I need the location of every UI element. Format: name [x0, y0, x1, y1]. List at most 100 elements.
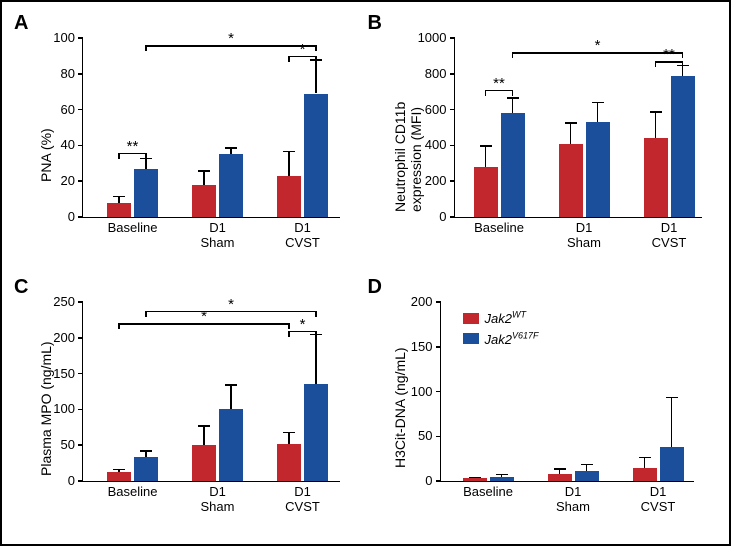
panel-b-plot: 02004006008001000BaselineD1ShamD1CVST***…	[454, 38, 702, 218]
bar-v617f	[304, 94, 328, 218]
ytick-mark	[436, 480, 441, 482]
ytick-mark	[450, 216, 455, 218]
x-category-label: Baseline	[97, 221, 168, 236]
sig-drop	[145, 153, 147, 159]
bar-wt	[192, 185, 216, 217]
ytick-label: 200	[393, 294, 433, 309]
x-category-label: D1CVST	[267, 221, 338, 251]
errorbar	[570, 122, 572, 143]
bar-v617f	[501, 113, 525, 217]
ytick-mark	[78, 73, 83, 75]
errorcap	[283, 151, 295, 153]
panel-d-label: D	[368, 276, 382, 299]
ytick-label: 40	[35, 137, 75, 152]
errorcap	[554, 468, 566, 470]
errorcap	[198, 425, 210, 427]
ytick-mark	[78, 180, 83, 182]
bar-wt	[463, 478, 487, 481]
ytick-mark	[450, 37, 455, 39]
panel-d: D H3Cit-DNA (ng/mL) 050100150200Baseline…	[368, 276, 718, 532]
errorcap	[198, 170, 210, 172]
ytick-mark	[78, 301, 83, 303]
errorbar	[203, 425, 205, 445]
errorcap	[113, 196, 125, 198]
bar-v617f	[660, 447, 684, 481]
sig-star: *	[219, 297, 243, 312]
ytick-mark	[450, 180, 455, 182]
ytick-mark	[78, 145, 83, 147]
panel-a-plot: 020406080100BaselineD1ShamD1CVST****	[82, 38, 340, 218]
x-category-label: D1CVST	[623, 485, 694, 515]
ytick-mark	[436, 301, 441, 303]
ytick-mark	[78, 373, 83, 375]
legend-swatch-v617f	[463, 333, 479, 344]
panel-a: A PNA (%) 020406080100BaselineD1ShamD1CV…	[14, 12, 364, 268]
x-category-label: D1CVST	[267, 485, 338, 515]
errorcap	[283, 432, 295, 434]
errorcap	[140, 450, 152, 452]
ytick-label: 0	[35, 473, 75, 488]
ytick-mark	[450, 145, 455, 147]
sig-drop	[315, 311, 317, 317]
errorbar	[288, 151, 290, 176]
errorbar	[315, 59, 317, 93]
bar-v617f	[575, 471, 599, 481]
ytick-label: 400	[407, 137, 447, 152]
sig-drop	[682, 52, 684, 58]
bar-v617f	[219, 154, 243, 217]
legend: Jak2WT Jak2V617F	[463, 310, 539, 351]
ytick-mark	[78, 337, 83, 339]
bar-wt	[559, 144, 583, 217]
panel-c: C Plasma MPO (ng/mL) 050100150200250Base…	[14, 276, 364, 532]
errorbar	[512, 97, 514, 113]
errorcap	[581, 464, 593, 466]
errorcap	[666, 397, 678, 399]
bar-wt	[107, 203, 131, 217]
ytick-label: 150	[35, 366, 75, 381]
errorbar	[230, 384, 232, 409]
errorcap	[225, 147, 237, 149]
sig-star: *	[291, 42, 315, 57]
x-category-label: D1Sham	[182, 221, 253, 251]
legend-label-v617f: Jak2V617F	[485, 330, 539, 346]
ytick-label: 250	[35, 294, 75, 309]
ytick-label: 80	[35, 66, 75, 81]
ytick-mark	[78, 409, 83, 411]
x-category-label: Baseline	[464, 221, 535, 236]
bar-wt	[192, 445, 216, 481]
bar-v617f	[586, 122, 610, 217]
panel-b-ylabel: Neutrophil CD11bexpression (MFI)	[392, 102, 424, 212]
sig-drop	[145, 311, 147, 317]
ytick-mark	[78, 444, 83, 446]
legend-swatch-wt	[463, 313, 479, 324]
sig-star: *	[219, 31, 243, 46]
sig-star: **	[487, 76, 511, 91]
ytick-mark	[78, 480, 83, 482]
x-category-label: Baseline	[453, 485, 524, 500]
panel-c-plot: 050100150200250BaselineD1ShamD1CVST***	[82, 302, 340, 482]
x-category-label: Baseline	[97, 485, 168, 500]
errorcap	[469, 477, 481, 479]
sig-star: *	[586, 38, 610, 53]
sig-drop	[315, 56, 317, 62]
bar-v617f	[304, 384, 328, 481]
bar-v617f	[490, 477, 514, 481]
errorcap	[639, 457, 651, 459]
bar-wt	[277, 444, 301, 481]
errorbar	[288, 432, 290, 444]
ytick-label: 1000	[407, 30, 447, 45]
ytick-label: 600	[407, 102, 447, 117]
ytick-label: 200	[407, 173, 447, 188]
bar-v617f	[134, 457, 158, 481]
sig-star: **	[121, 139, 145, 154]
sig-drop	[118, 323, 120, 329]
ytick-mark	[450, 109, 455, 111]
ytick-label: 100	[393, 384, 433, 399]
ytick-label: 20	[35, 173, 75, 188]
errorcap	[565, 122, 577, 124]
ytick-label: 60	[35, 102, 75, 117]
errorbar	[597, 102, 599, 123]
x-category-label: D1Sham	[182, 485, 253, 515]
sig-drop	[682, 61, 684, 67]
ytick-label: 0	[407, 209, 447, 224]
